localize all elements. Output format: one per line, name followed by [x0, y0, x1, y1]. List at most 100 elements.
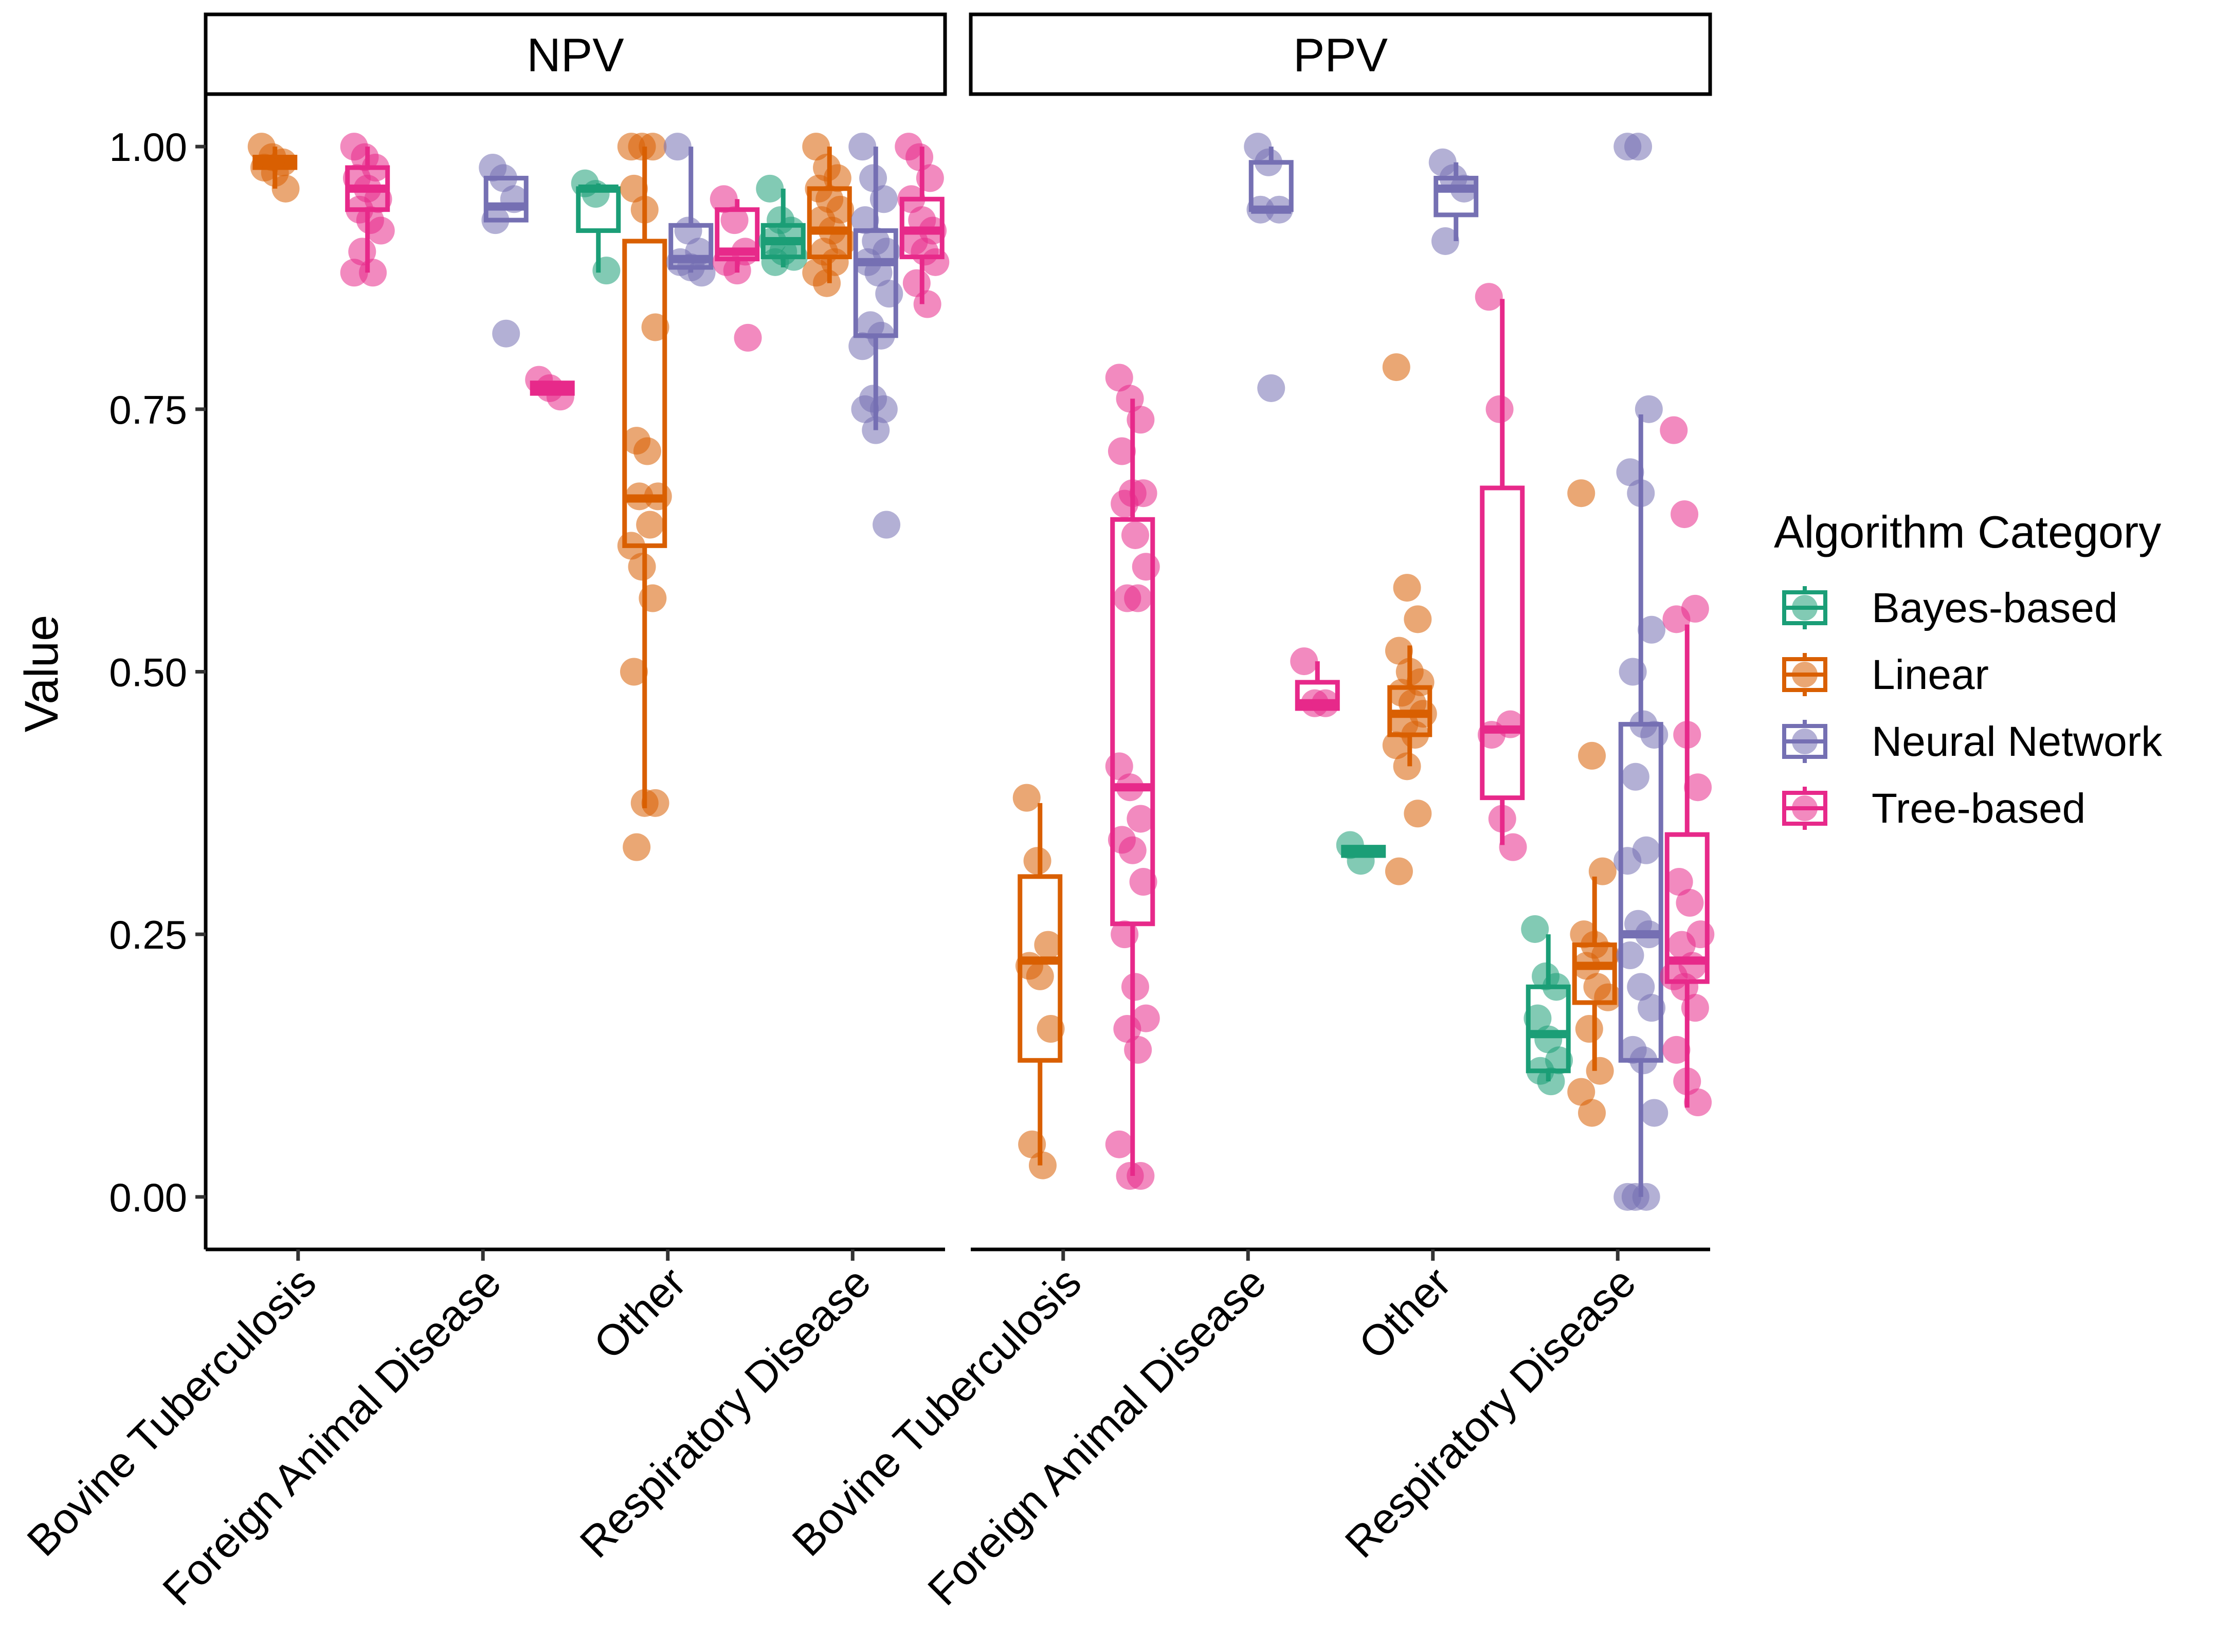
point-ppv-respiratory-disease-tree-based-9 [1667, 931, 1696, 959]
point-npv-foreign-animal-disease-neural-network-4 [492, 319, 520, 348]
point-npv-other-linear-14 [620, 658, 648, 686]
point-npv-respiratory-disease-neural-network-11 [848, 332, 877, 360]
point-ppv-bovine-tuberculosis-linear-5 [1037, 1015, 1065, 1043]
point-ppv-bovine-tuberculosis-linear-7 [1028, 1151, 1057, 1179]
point-npv-other-linear-4 [630, 195, 659, 224]
y-tick-label-1: 0.25 [109, 912, 187, 957]
point-ppv-other-tree-based-3 [1477, 721, 1505, 749]
facet-label-npv: NPV [527, 29, 624, 82]
point-npv-other-linear-17 [623, 833, 651, 861]
point-ppv-respiratory-disease-bayes-based-0 [1521, 915, 1549, 943]
point-ppv-respiratory-disease-linear-6 [1572, 952, 1601, 980]
point-ppv-bovine-tuberculosis-linear-2 [1034, 931, 1062, 959]
point-npv-respiratory-disease-neural-network-14 [851, 395, 879, 423]
point-ppv-respiratory-disease-neural-network-13 [1635, 920, 1663, 949]
legend-label-linear: Linear [1872, 651, 1989, 698]
point-ppv-bovine-tuberculosis-tree-based-10 [1124, 584, 1152, 612]
point-npv-other-neural-network-5 [687, 259, 716, 287]
point-npv-other-linear-3 [620, 174, 648, 203]
point-ppv-other-tree-based-0 [1475, 283, 1503, 311]
point-ppv-respiratory-disease-tree-based-3 [1662, 605, 1691, 633]
point-ppv-other-neural-network-3 [1431, 227, 1459, 255]
point-ppv-other-tree-based-4 [1488, 805, 1516, 833]
point-ppv-respiratory-disease-neural-network-22 [1613, 1183, 1642, 1211]
point-ppv-bovine-tuberculosis-tree-based-22 [1105, 1130, 1133, 1158]
point-npv-foreign-animal-disease-neural-network-1 [489, 164, 518, 192]
point-ppv-bovine-tuberculosis-tree-based-3 [1108, 437, 1136, 465]
point-npv-bovine-tuberculosis-tree-based-11 [340, 259, 368, 287]
point-ppv-respiratory-disease-linear-1 [1578, 741, 1606, 770]
point-npv-respiratory-disease-tree-based-1 [905, 143, 934, 171]
legend-label-tree-based: Tree-based [1872, 785, 2085, 832]
point-ppv-respiratory-disease-linear-2 [1588, 857, 1617, 885]
point-ppv-bovine-tuberculosis-linear-0 [1012, 784, 1041, 812]
point-npv-respiratory-disease-tree-based-3 [897, 185, 926, 213]
point-npv-other-linear-7 [633, 437, 661, 465]
point-ppv-bovine-tuberculosis-tree-based-21 [1124, 1036, 1152, 1064]
point-ppv-other-linear-3 [1385, 637, 1413, 665]
point-ppv-bovine-tuberculosis-tree-based-7 [1121, 521, 1149, 549]
y-tick-label-3: 0.75 [109, 387, 187, 432]
point-npv-other-bayes-based-1 [582, 180, 610, 208]
point-npv-other-tree-based-4 [723, 257, 751, 285]
point-npv-foreign-animal-disease-tree-based-2 [546, 383, 574, 411]
point-npv-respiratory-disease-neural-network-0 [848, 133, 877, 161]
point-npv-foreign-animal-disease-neural-network-3 [481, 206, 510, 234]
point-npv-respiratory-disease-tree-based-2 [916, 164, 944, 192]
point-ppv-other-linear-14 [1385, 857, 1413, 885]
point-ppv-other-linear-2 [1404, 605, 1432, 633]
point-npv-other-linear-16 [641, 789, 669, 817]
point-npv-other-linear-9 [625, 482, 654, 511]
point-ppv-bovine-tuberculosis-tree-based-12 [1116, 773, 1144, 802]
legend-key-point-bayes-based [1792, 595, 1818, 621]
point-ppv-other-linear-11 [1382, 731, 1410, 759]
y-axis-label: Value [15, 615, 68, 732]
point-npv-respiratory-disease-neural-network-1 [859, 164, 887, 192]
point-ppv-other-tree-based-5 [1499, 833, 1527, 861]
point-npv-other-tree-based-1 [720, 206, 749, 234]
point-ppv-respiratory-disease-tree-based-15 [1673, 1067, 1701, 1096]
point-ppv-respiratory-disease-neural-network-14 [1616, 941, 1644, 970]
point-npv-bovine-tuberculosis-tree-based-9 [348, 238, 376, 266]
point-ppv-respiratory-disease-neural-network-3 [1616, 458, 1644, 486]
facet-strip-ppv [969, 12, 1712, 96]
point-ppv-bovine-tuberculosis-tree-based-20 [1113, 1015, 1141, 1043]
point-npv-respiratory-disease-tree-based-9 [902, 269, 931, 297]
point-ppv-respiratory-disease-neural-network-9 [1621, 763, 1649, 791]
point-npv-respiratory-disease-bayes-based-0 [756, 174, 784, 203]
point-ppv-other-tree-based-1 [1485, 395, 1514, 423]
point-ppv-respiratory-disease-tree-based-1 [1671, 500, 1699, 529]
point-ppv-bovine-tuberculosis-tree-based-16 [1129, 868, 1157, 896]
legend-label-neural-network: Neural Network [1872, 718, 2163, 765]
point-ppv-respiratory-disease-neural-network-5 [1638, 615, 1666, 644]
point-ppv-respiratory-disease-linear-9 [1575, 1015, 1603, 1043]
point-npv-other-neural-network-0 [663, 133, 692, 161]
point-ppv-bovine-tuberculosis-tree-based-13 [1127, 805, 1155, 833]
point-ppv-other-linear-1 [1393, 574, 1421, 602]
point-ppv-bovine-tuberculosis-tree-based-0 [1105, 364, 1133, 392]
point-npv-respiratory-disease-neural-network-3 [851, 206, 879, 234]
point-ppv-respiratory-disease-linear-0 [1567, 479, 1595, 507]
point-npv-other-tree-based-0 [710, 185, 738, 213]
point-ppv-foreign-animal-disease-tree-based-0 [1290, 647, 1318, 676]
legend-title: Algorithm Category [1774, 506, 2161, 557]
point-npv-respiratory-disease-linear-0 [802, 133, 830, 161]
legend-key-point-tree-based [1792, 795, 1818, 821]
point-ppv-bovine-tuberculosis-tree-based-11 [1105, 752, 1133, 780]
point-ppv-bovine-tuberculosis-linear-6 [1018, 1130, 1046, 1158]
point-ppv-bovine-tuberculosis-linear-1 [1023, 847, 1051, 875]
y-tick-label-0: 0.00 [109, 1175, 187, 1220]
point-ppv-respiratory-disease-bayes-based-2 [1542, 973, 1570, 1001]
point-npv-other-neural-network-1 [674, 216, 702, 245]
point-ppv-respiratory-disease-linear-8 [1594, 983, 1622, 1011]
point-npv-respiratory-disease-tree-based-8 [921, 248, 950, 276]
point-ppv-other-bayes-based-1 [1347, 847, 1375, 875]
point-ppv-bovine-tuberculosis-tree-based-6 [1111, 489, 1139, 518]
point-ppv-foreign-animal-disease-tree-based-2 [1311, 689, 1339, 717]
point-npv-foreign-animal-disease-neural-network-2 [500, 185, 528, 213]
y-tick-label-2: 0.50 [109, 650, 187, 695]
point-ppv-respiratory-disease-neural-network-6 [1619, 658, 1647, 686]
point-npv-respiratory-disease-bayes-based-6 [761, 248, 789, 276]
point-ppv-respiratory-disease-neural-network-4 [1627, 479, 1655, 507]
